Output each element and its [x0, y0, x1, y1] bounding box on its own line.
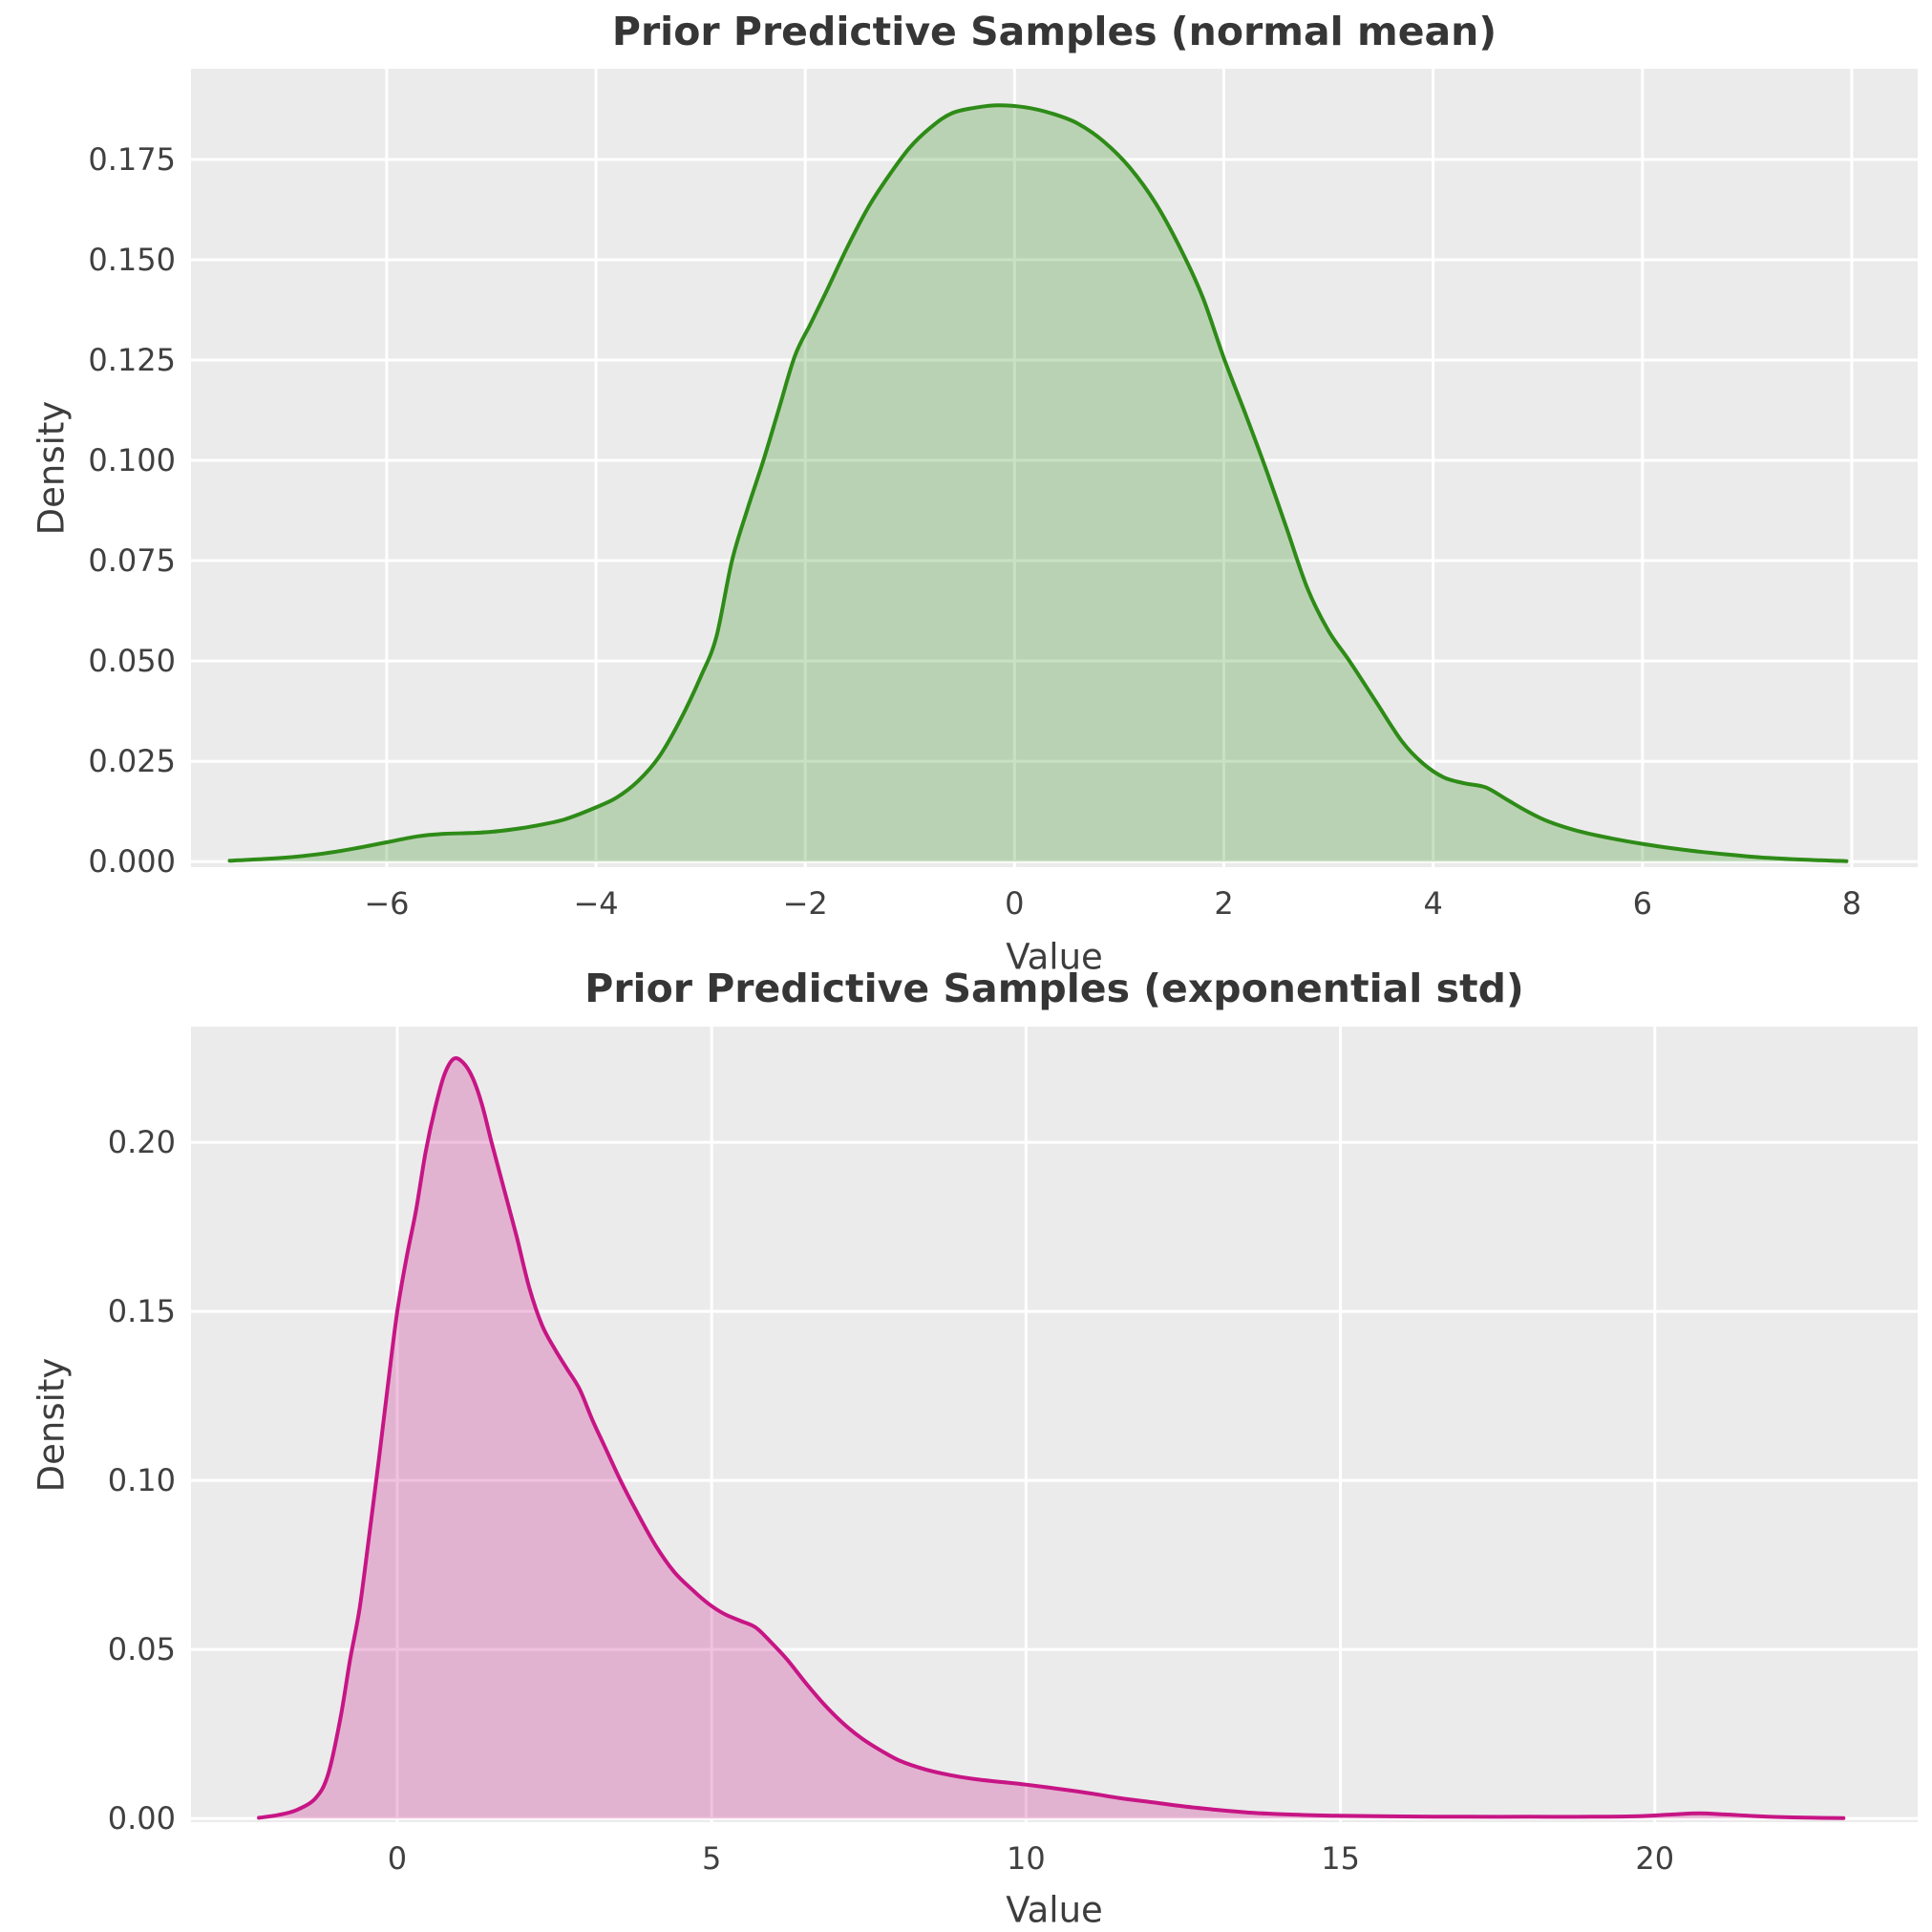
x-tick-label: 5 — [701, 1840, 722, 1877]
x-tick-label: −4 — [573, 885, 619, 922]
x-axis-label: Value — [1006, 936, 1103, 978]
kde-curve-svg — [191, 69, 1918, 867]
x-axis-label: Value — [1006, 1889, 1103, 1931]
kde-fill — [259, 1057, 1844, 1819]
x-tick-label: 6 — [1632, 885, 1652, 922]
x-tick-label: −2 — [782, 885, 828, 922]
chart-title: Prior Predictive Samples (normal mean) — [611, 9, 1497, 54]
y-tick-label: 0.125 — [88, 341, 176, 378]
kde-fill — [229, 105, 1847, 862]
y-tick-label: 0.000 — [88, 843, 176, 881]
y-tick-label: 0.15 — [107, 1293, 176, 1330]
plot-area — [191, 1027, 1918, 1822]
kde-line — [257, 1055, 1846, 1820]
y-tick-label: 0.025 — [88, 743, 176, 780]
y-tick-label: 0.00 — [107, 1800, 176, 1837]
y-tick-label: 0.175 — [88, 140, 176, 178]
x-tick-label: 0 — [387, 1840, 408, 1877]
y-tick-label: 0.050 — [88, 643, 176, 680]
x-tick-label: 8 — [1841, 885, 1862, 922]
kde-curve-svg — [191, 1027, 1918, 1822]
x-tick-label: 2 — [1214, 885, 1234, 922]
y-tick-label: 0.100 — [88, 442, 176, 479]
x-tick-label: 0 — [1005, 885, 1025, 922]
y-tick-label: 0.10 — [107, 1462, 176, 1499]
x-tick-label: 15 — [1321, 1840, 1360, 1877]
y-tick-label: 0.075 — [88, 542, 176, 580]
y-axis-label: Density — [31, 1357, 73, 1492]
x-tick-label: 10 — [1007, 1840, 1046, 1877]
x-tick-label: 4 — [1423, 885, 1443, 922]
x-tick-label: 20 — [1635, 1840, 1675, 1877]
kde-line — [227, 103, 1849, 863]
chart-title: Prior Predictive Samples (exponential st… — [584, 966, 1524, 1011]
y-tick-label: 0.20 — [107, 1124, 176, 1161]
y-tick-label: 0.150 — [88, 241, 176, 278]
plot-area — [191, 69, 1918, 867]
y-axis-label: Density — [31, 400, 73, 536]
x-tick-label: −6 — [364, 885, 410, 922]
y-tick-label: 0.05 — [107, 1631, 176, 1668]
